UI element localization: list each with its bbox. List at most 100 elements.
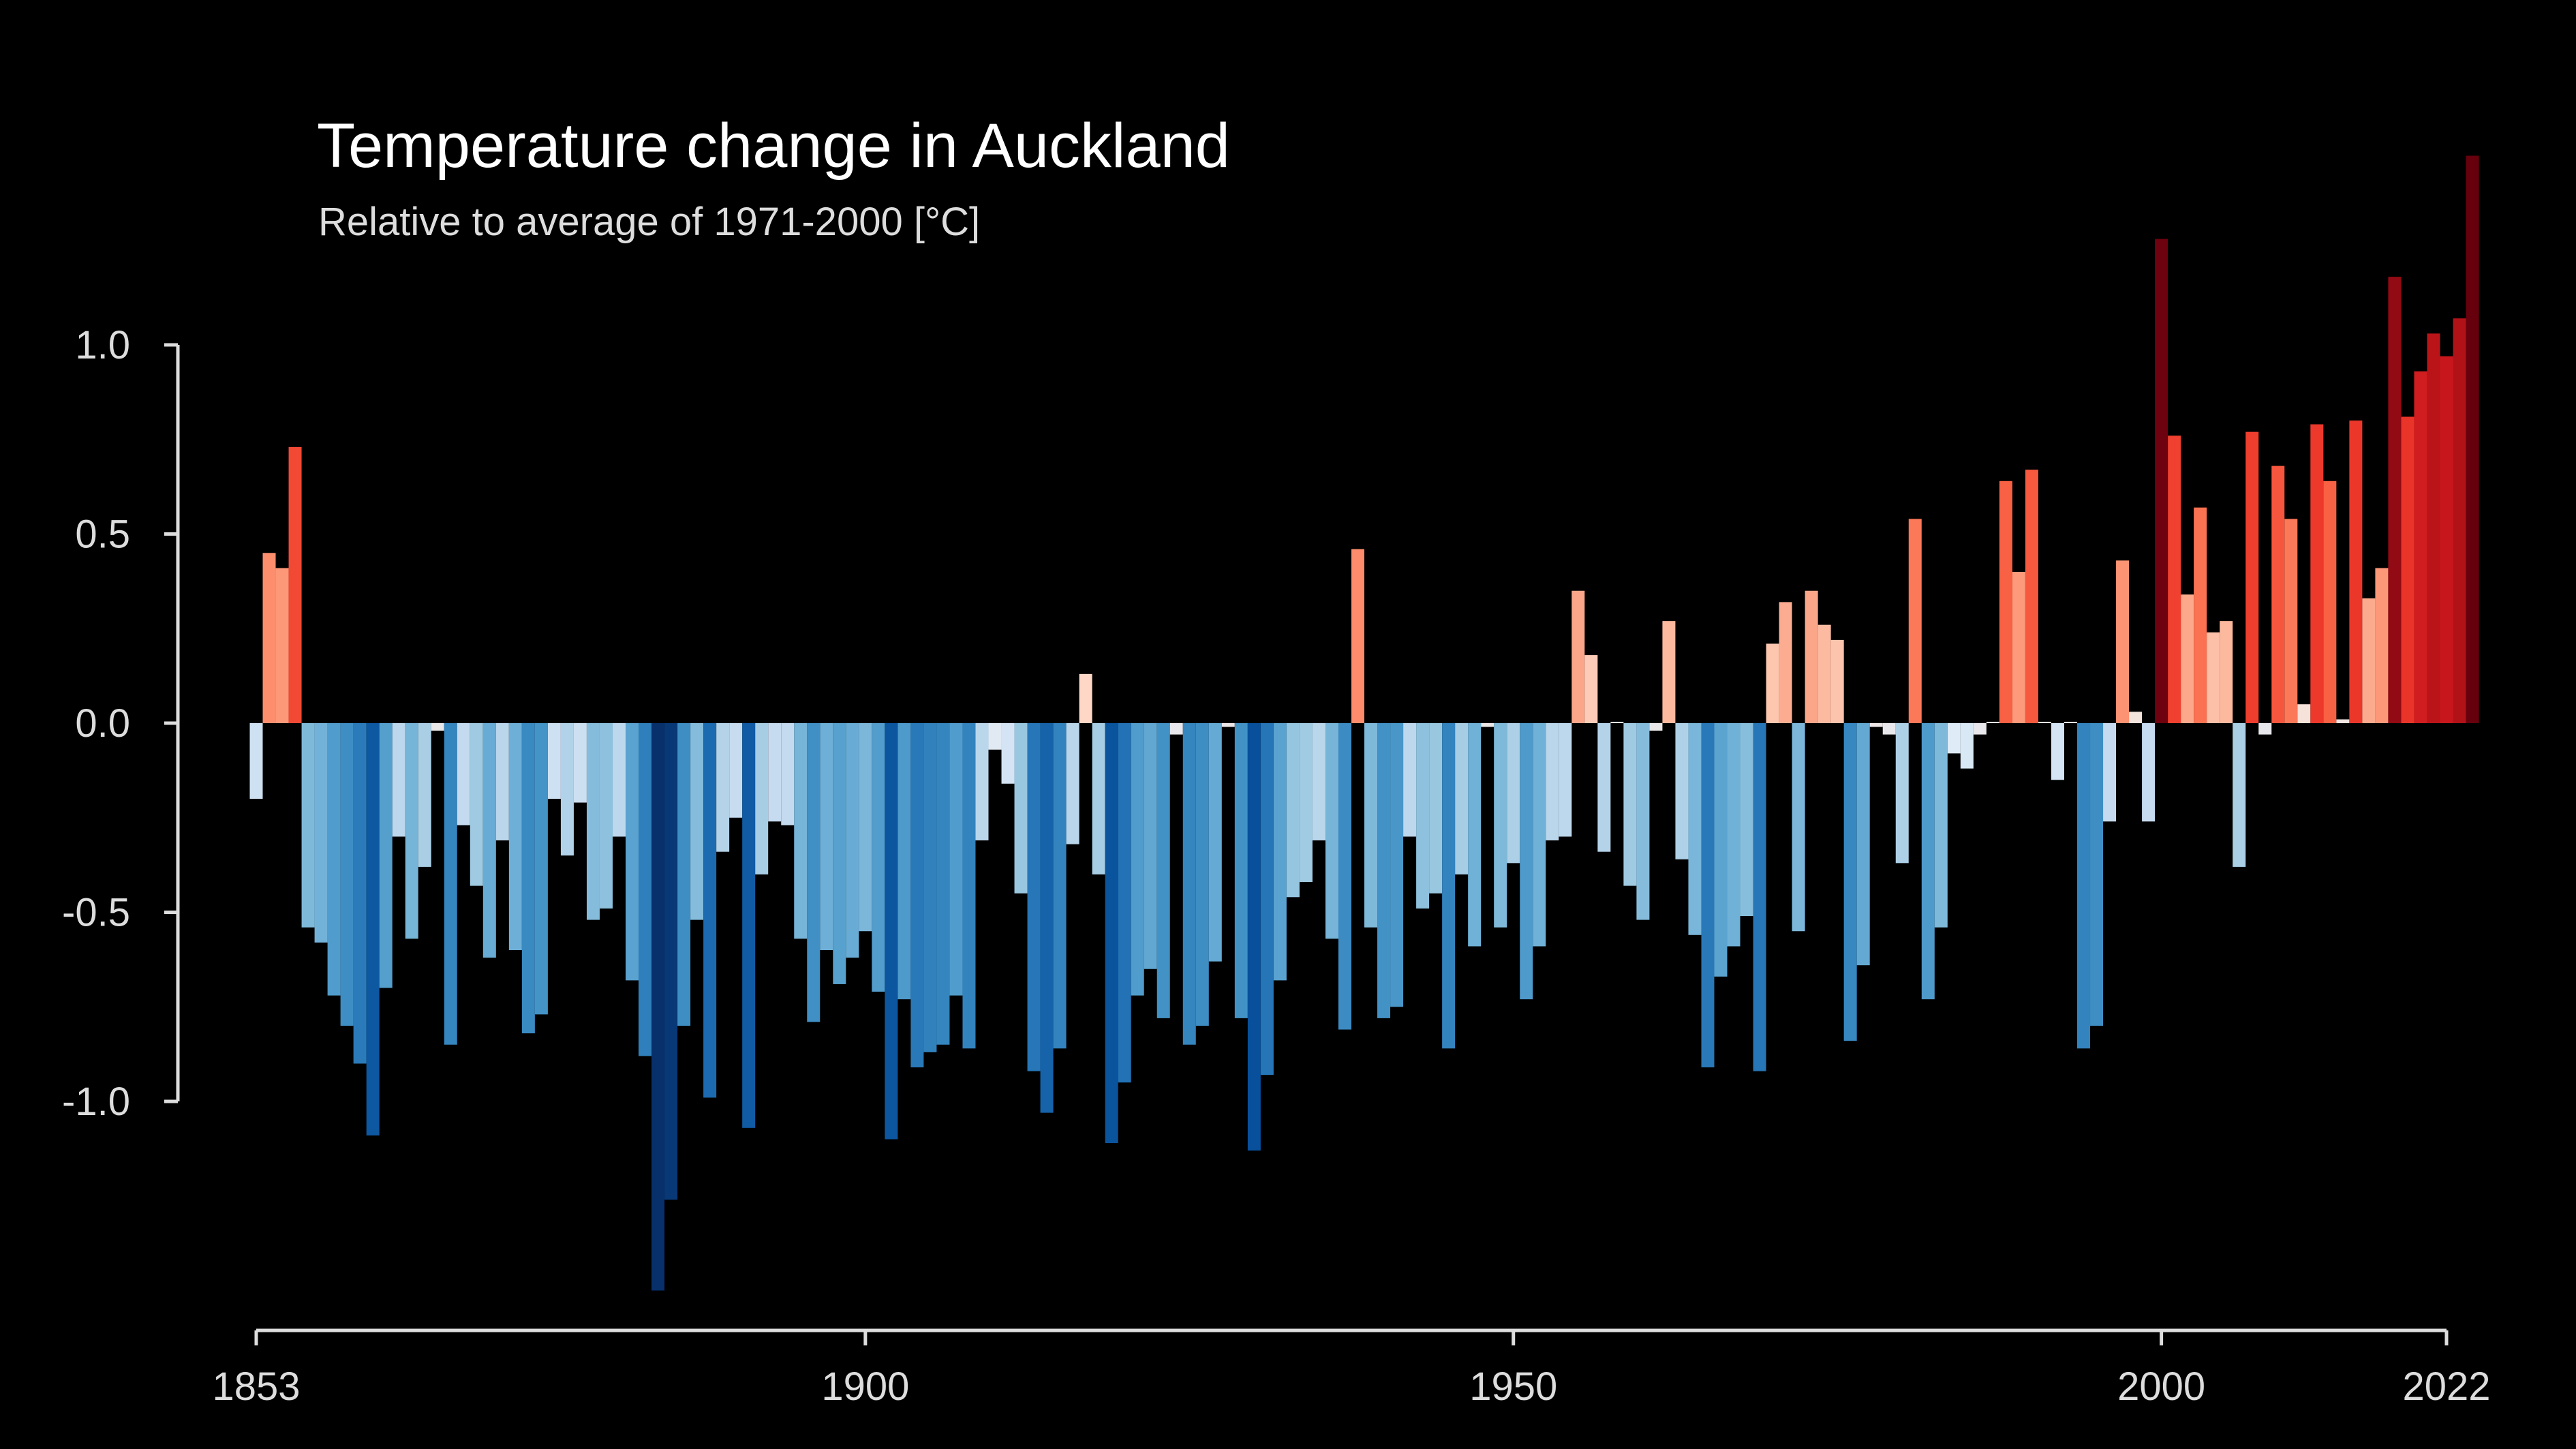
bar-series	[249, 155, 2479, 1291]
bar-1901	[872, 723, 885, 992]
bar-2009	[2271, 466, 2285, 723]
bar-1902	[885, 723, 898, 1140]
bar-1879	[586, 723, 600, 920]
bar-2000	[2155, 239, 2168, 724]
bar-1919	[1105, 723, 1118, 1144]
bar-1870	[470, 723, 483, 886]
bar-1876	[547, 723, 561, 799]
bar-1979	[1882, 723, 1896, 735]
bar-2002	[2181, 594, 2194, 723]
x-tick-label: 2000	[2117, 1364, 2205, 1409]
bar-1935	[1312, 723, 1325, 841]
bar-1947	[1468, 723, 1482, 947]
bar-1987	[1986, 722, 1999, 723]
bar-1918	[1092, 723, 1105, 874]
bar-1972	[1792, 723, 1805, 932]
chart-title: Temperature change in Auckland	[317, 111, 1230, 181]
bar-1994	[2077, 723, 2090, 1049]
bar-2008	[2258, 723, 2272, 735]
bar-2011	[2297, 704, 2311, 723]
bar-1988	[1999, 481, 2012, 723]
bar-1975	[1830, 639, 1844, 723]
bar-1944	[1429, 723, 1443, 894]
bar-1864	[392, 723, 405, 837]
bar-1894	[781, 723, 795, 825]
bar-1921	[1131, 723, 1144, 996]
bar-1930	[1247, 723, 1261, 1151]
bar-1962	[1662, 621, 1676, 723]
bar-1887	[690, 723, 704, 920]
bar-1934	[1299, 723, 1313, 883]
bar-1889	[716, 723, 730, 852]
bar-1890	[729, 723, 743, 818]
bar-1858	[314, 723, 328, 943]
bar-1893	[768, 723, 782, 822]
bar-1953	[1546, 723, 1559, 841]
bar-1992	[2051, 723, 2064, 780]
bar-1941	[1390, 723, 1404, 1007]
bar-1955	[1571, 590, 1585, 723]
bar-1868	[444, 723, 457, 1045]
bar-1859	[327, 723, 341, 996]
bar-1980	[1895, 723, 1909, 864]
bar-1871	[482, 723, 496, 958]
bar-2019	[2401, 416, 2414, 723]
bar-1971	[1779, 602, 1792, 723]
bar-1954	[1559, 723, 1572, 837]
bar-1929	[1234, 723, 1248, 1018]
bar-1943	[1416, 723, 1430, 909]
bar-1911	[1001, 723, 1015, 784]
bar-1937	[1338, 723, 1351, 1030]
bar-2017	[2375, 568, 2389, 723]
bar-1906	[936, 723, 950, 1045]
bar-1905	[923, 723, 937, 1052]
bar-1942	[1403, 723, 1417, 837]
bar-1920	[1118, 723, 1131, 1083]
bar-2015	[2349, 421, 2363, 723]
bar-1872	[495, 723, 509, 841]
y-tick-label: 0.5	[75, 513, 130, 557]
bar-1959	[1623, 723, 1637, 886]
y-tick-label: -0.5	[62, 891, 130, 935]
bar-1966	[1714, 723, 1728, 977]
bar-1866	[418, 723, 431, 867]
bar-1986	[1973, 723, 1987, 735]
bar-1923	[1156, 723, 1170, 1018]
bar-2005	[2220, 621, 2233, 723]
bar-1925	[1182, 723, 1196, 1045]
bar-2023	[2453, 318, 2466, 723]
bar-1862	[366, 723, 380, 1135]
bar-1885	[664, 723, 678, 1200]
bar-1853	[249, 723, 263, 799]
bar-1993	[2064, 722, 2077, 723]
bar-1998	[2129, 712, 2143, 723]
bar-1880	[599, 723, 613, 909]
bar-1917	[1079, 673, 1092, 723]
bar-1913	[1027, 723, 1041, 1071]
bar-2012	[2310, 424, 2324, 723]
bar-1973	[1805, 590, 1818, 723]
bar-1856	[288, 446, 302, 723]
bar-1995	[2090, 723, 2104, 1026]
x-tick-label: 1853	[212, 1364, 300, 1409]
bar-1983	[1934, 723, 1948, 928]
bar-2014	[2336, 719, 2350, 723]
bar-1969	[1753, 723, 1766, 1071]
bar-1908	[962, 723, 976, 1049]
x-tick-label: 2022	[2402, 1364, 2490, 1409]
bar-1915	[1053, 723, 1067, 1049]
bar-1899	[846, 723, 859, 958]
bar-1940	[1377, 723, 1391, 1018]
y-tick-label: 0.0	[75, 701, 130, 746]
bar-1928	[1221, 723, 1235, 727]
bar-1927	[1208, 723, 1222, 962]
bar-1931	[1260, 723, 1274, 1076]
bar-1881	[613, 723, 626, 837]
bar-1989	[2012, 572, 2025, 723]
bar-1961	[1649, 723, 1663, 731]
bar-2006	[2233, 723, 2246, 867]
x-tick-label: 1950	[1469, 1364, 1557, 1409]
bar-1982	[1921, 723, 1935, 1000]
bar-1855	[275, 568, 289, 723]
bar-1996	[2103, 723, 2117, 822]
